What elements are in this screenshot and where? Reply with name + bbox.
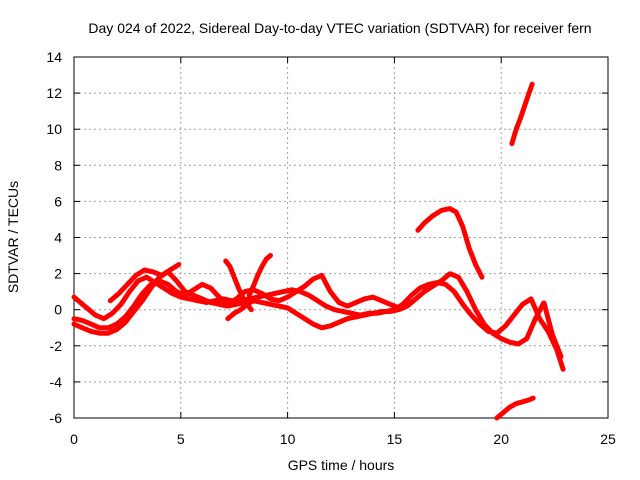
series-spike-9h <box>246 253 273 298</box>
series-track-2 <box>71 269 564 360</box>
y-tick-label: 8 <box>54 157 62 173</box>
series-track-1 <box>71 274 566 372</box>
series-bottom-right <box>494 395 536 421</box>
x-tick-label: 0 <box>70 431 78 447</box>
x-tick-label: 20 <box>493 431 509 447</box>
y-axis-label: SDTVAR / TECUs <box>5 181 21 293</box>
y-tick-label: 4 <box>54 230 62 246</box>
series-upper-right <box>509 81 535 147</box>
series-arc-morning <box>107 262 182 304</box>
y-tick-label: 10 <box>46 121 62 137</box>
y-tick-label: 12 <box>46 85 62 101</box>
grid <box>74 57 608 418</box>
x-tick-label: 15 <box>387 431 403 447</box>
y-tick-label: -6 <box>50 410 63 426</box>
x-axis-label: GPS time / hours <box>288 457 395 473</box>
x-tick-label: 10 <box>280 431 296 447</box>
chart-title: Day 024 of 2022, Sidereal Day-to-day VTE… <box>88 20 591 36</box>
data-series <box>71 81 566 421</box>
y-tick-label: -2 <box>50 338 63 354</box>
y-tick-label: 14 <box>46 49 62 65</box>
series-arc-evening <box>415 206 485 280</box>
y-tick-label: 6 <box>54 193 62 209</box>
series-track-3 <box>71 272 402 331</box>
y-tick-label: -4 <box>50 374 63 390</box>
axis-ticks: 0 5 10 15 20 25 -6 -4 -2 0 2 4 6 8 10 12 14 <box>46 49 616 447</box>
series-branch-7h <box>225 298 256 322</box>
y-tick-label: 0 <box>54 302 62 318</box>
x-tick-label: 5 <box>177 431 185 447</box>
x-tick-label: 25 <box>600 431 616 447</box>
y-tick-label: 2 <box>54 266 62 282</box>
